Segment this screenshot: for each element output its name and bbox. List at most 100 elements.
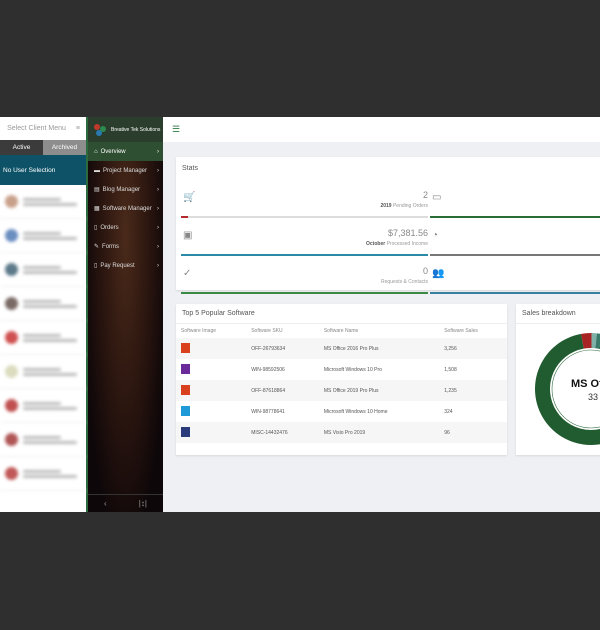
sidebar-item-label: Forms bbox=[102, 243, 120, 250]
sidebar-item-software-manager[interactable]: ▦ Software Manager › bbox=[88, 199, 163, 218]
client-menu-title: Select Client Menu bbox=[7, 125, 66, 132]
column-header: Software Sales bbox=[444, 328, 478, 334]
stat-value: 0 bbox=[422, 266, 428, 276]
chevron-right-icon: › bbox=[157, 205, 159, 212]
grid-icon: ▦ bbox=[94, 206, 100, 212]
tab-archived[interactable]: Archived bbox=[43, 140, 86, 155]
folder-icon: ▬ bbox=[94, 167, 100, 174]
sidebar-item-overview[interactable]: ⌂ Overview › bbox=[88, 142, 163, 161]
software-image-icon bbox=[181, 405, 190, 416]
stat-progress-bar bbox=[430, 254, 600, 256]
software-sales: 3,256 bbox=[439, 338, 507, 359]
tab-active[interactable]: Active bbox=[0, 140, 43, 155]
menu-icon[interactable]: ☰ bbox=[172, 124, 181, 134]
donut-center-value: 33 bbox=[588, 392, 598, 402]
column-header: Software Name bbox=[323, 328, 359, 334]
check-icon: ✓ bbox=[183, 268, 192, 279]
software-sku: OFF-26793634 bbox=[246, 338, 319, 359]
client-menu-panel: Select Client Menu ≡ Active Archived No U… bbox=[0, 117, 88, 512]
software-sales: 1,235 bbox=[439, 380, 507, 401]
stat-value: 2 bbox=[422, 190, 428, 200]
software-image-icon bbox=[181, 363, 190, 374]
chevron-right-icon: › bbox=[157, 148, 159, 155]
client-list-item[interactable] bbox=[0, 457, 86, 491]
software-name: Microsoft Windows 10 Home bbox=[323, 408, 388, 415]
sidebar-item-project-manager[interactable]: ▬ Project Manager › bbox=[88, 161, 163, 180]
stat-check: ✓ 0 Requests & Contacts bbox=[181, 266, 428, 294]
sales-donut-chart: MS Of 33 bbox=[535, 333, 600, 445]
sidebar: Breative Tek Solutions ⌂ Overview › ▬ Projec… bbox=[88, 117, 163, 512]
client-list-item[interactable] bbox=[0, 355, 86, 389]
piggy-bank-icon: ◔ bbox=[432, 230, 439, 241]
table-row[interactable]: OFF-87618864 MS Office 2019 Pro Plus 1,235 bbox=[176, 380, 507, 401]
client-list-item[interactable] bbox=[0, 287, 86, 321]
sidebar-item-label: Orders bbox=[100, 224, 119, 231]
software-image-icon bbox=[181, 342, 190, 353]
software-name: MS Office 2016 Pro Plus bbox=[318, 338, 440, 359]
client-list-item[interactable] bbox=[0, 321, 86, 355]
donut-slice[interactable] bbox=[591, 333, 597, 349]
stat-value: $7,381.56 bbox=[387, 228, 428, 238]
sidebar-item-label: Project Manager bbox=[103, 167, 148, 174]
donut-center-label: MS Of bbox=[571, 378, 600, 390]
stat-piggy-bank: ◔ bbox=[430, 228, 600, 256]
table-row[interactable]: WIN-98592506 Microsoft Windows 10 Pro 1,50… bbox=[176, 359, 507, 380]
software-name: Microsoft Windows 10 Pro bbox=[323, 366, 382, 373]
client-list-item[interactable] bbox=[0, 185, 86, 219]
table-row[interactable]: MISC-14432476 MS Visio Pro 2019 96 bbox=[176, 422, 507, 443]
column-header: Software Image bbox=[181, 328, 217, 334]
stat-money: ▣ $7,381.56 October Processed Income bbox=[181, 228, 428, 256]
software-image-icon bbox=[181, 384, 190, 395]
chevron-right-icon: › bbox=[157, 262, 159, 269]
collapse-icon[interactable]: ‹ bbox=[104, 499, 107, 508]
chevron-right-icon: › bbox=[157, 224, 159, 231]
stat-label: 2019 Pending Orders bbox=[380, 203, 428, 209]
sidebar-item-label: Pay Request bbox=[100, 262, 135, 269]
users-icon: 👥 bbox=[432, 268, 445, 279]
client-list-item[interactable] bbox=[0, 423, 86, 457]
donut-slice[interactable] bbox=[535, 333, 600, 445]
client-list-item[interactable] bbox=[0, 389, 86, 423]
column-header: Software SKU bbox=[251, 328, 283, 334]
clipboard-icon: ▯ bbox=[94, 225, 98, 231]
sales-breakdown-card: Sales breakdown MS Of 33 bbox=[516, 304, 600, 455]
stat-card: ▭ bbox=[430, 190, 600, 218]
chevron-right-icon: › bbox=[157, 243, 159, 250]
home-icon: ⌂ bbox=[94, 148, 98, 155]
selection-status: No User Selection bbox=[0, 155, 86, 185]
donut-slice[interactable] bbox=[581, 333, 592, 349]
software-sales: 324 bbox=[444, 408, 453, 415]
software-image-icon bbox=[181, 426, 190, 437]
stat-progress-bar bbox=[181, 254, 428, 256]
sidebar-item-label: Overview bbox=[100, 148, 126, 155]
brand-name: Breative Tek Solutions bbox=[111, 126, 161, 133]
software-table: Software Image Software SKU Software Nam… bbox=[176, 324, 507, 443]
software-sku: WIN-98778641 bbox=[251, 408, 285, 415]
sidebar-item-orders[interactable]: ▯ Orders › bbox=[88, 218, 163, 237]
software-sku: WIN-98592506 bbox=[251, 366, 285, 373]
client-list-item[interactable] bbox=[0, 253, 86, 287]
sales-title: Sales breakdown bbox=[516, 304, 600, 324]
sidebar-item-forms[interactable]: ✎ Forms › bbox=[88, 237, 163, 256]
software-name: MS Visio Pro 2019 bbox=[318, 422, 440, 443]
table-row[interactable]: OFF-26793634 MS Office 2016 Pro Plus 3,256 bbox=[176, 338, 507, 359]
close-icon[interactable]: ≡ bbox=[75, 125, 80, 132]
table-row[interactable]: WIN-98778641 Microsoft Windows 10 Home 324 bbox=[176, 401, 507, 422]
software-sales: 96 bbox=[439, 422, 507, 443]
topbar: ☰ bbox=[163, 117, 600, 142]
sidebar-item-blog-manager[interactable]: ▤ Blog Manager › bbox=[88, 180, 163, 199]
software-sku: MISC-14432476 bbox=[246, 422, 319, 443]
chevron-right-icon: › bbox=[157, 167, 159, 174]
brand[interactable]: Breative Tek Solutions bbox=[88, 117, 163, 142]
donut-slice[interactable] bbox=[595, 333, 600, 349]
chevron-right-icon: › bbox=[157, 186, 159, 193]
sidebar-item-pay-request[interactable]: ▯ Pay Request › bbox=[88, 256, 163, 275]
expand-icon[interactable]: |↕| bbox=[138, 499, 147, 508]
edit-icon: ✎ bbox=[94, 244, 100, 250]
top-software-title: Top 5 Popular Software bbox=[176, 304, 507, 324]
blog-icon: ▤ bbox=[94, 187, 100, 193]
sidebar-item-label: Blog Manager bbox=[102, 186, 141, 193]
client-list-item[interactable] bbox=[0, 219, 86, 253]
stat-cart: 🛒 2 2019 Pending Orders bbox=[181, 190, 428, 218]
stat-label: Requests & Contacts bbox=[381, 279, 428, 285]
